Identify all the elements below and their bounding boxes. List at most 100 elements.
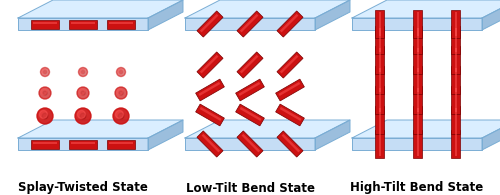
Polygon shape <box>31 139 59 149</box>
Polygon shape <box>242 134 260 152</box>
Circle shape <box>78 110 86 118</box>
Polygon shape <box>276 104 304 126</box>
Polygon shape <box>450 46 460 74</box>
Polygon shape <box>455 12 458 36</box>
Polygon shape <box>238 82 260 96</box>
Circle shape <box>77 87 89 99</box>
Polygon shape <box>450 86 460 114</box>
Circle shape <box>80 69 84 73</box>
Polygon shape <box>18 138 148 150</box>
Polygon shape <box>200 14 218 32</box>
Polygon shape <box>450 106 460 134</box>
Polygon shape <box>202 134 220 152</box>
Circle shape <box>44 70 46 74</box>
Polygon shape <box>277 11 303 37</box>
Polygon shape <box>148 120 183 150</box>
Circle shape <box>41 89 47 95</box>
Circle shape <box>78 67 88 76</box>
Circle shape <box>39 87 51 99</box>
Polygon shape <box>417 108 420 132</box>
Polygon shape <box>352 18 482 30</box>
Polygon shape <box>482 120 500 150</box>
Polygon shape <box>412 66 422 94</box>
Polygon shape <box>107 20 135 28</box>
Polygon shape <box>200 107 222 121</box>
Polygon shape <box>31 20 59 28</box>
Polygon shape <box>237 52 263 78</box>
Circle shape <box>117 89 123 95</box>
Polygon shape <box>379 28 382 52</box>
Polygon shape <box>109 142 133 144</box>
Circle shape <box>116 67 126 76</box>
Circle shape <box>42 69 46 73</box>
Polygon shape <box>455 132 458 156</box>
Polygon shape <box>197 11 223 37</box>
Polygon shape <box>69 139 97 149</box>
Polygon shape <box>282 134 300 152</box>
Polygon shape <box>276 79 304 101</box>
Polygon shape <box>455 48 458 72</box>
Polygon shape <box>71 21 95 24</box>
Polygon shape <box>315 120 350 150</box>
Polygon shape <box>352 0 500 18</box>
Polygon shape <box>18 18 148 30</box>
Circle shape <box>113 108 129 124</box>
Polygon shape <box>417 28 420 52</box>
Polygon shape <box>237 11 263 37</box>
Polygon shape <box>455 88 458 112</box>
Polygon shape <box>197 131 223 157</box>
Polygon shape <box>412 86 422 114</box>
Polygon shape <box>417 48 420 72</box>
Polygon shape <box>240 14 258 32</box>
Polygon shape <box>374 130 384 158</box>
Polygon shape <box>18 0 183 18</box>
Polygon shape <box>412 10 422 38</box>
Polygon shape <box>352 138 482 150</box>
Polygon shape <box>197 52 223 78</box>
Polygon shape <box>236 104 264 126</box>
Polygon shape <box>33 142 57 144</box>
Polygon shape <box>196 79 224 101</box>
Polygon shape <box>240 55 258 73</box>
Polygon shape <box>417 88 420 112</box>
Polygon shape <box>352 120 500 138</box>
Polygon shape <box>185 120 350 138</box>
Circle shape <box>42 113 48 119</box>
Polygon shape <box>240 107 262 121</box>
Circle shape <box>81 91 85 95</box>
Text: High-Tilt Bend State: High-Tilt Bend State <box>350 182 484 194</box>
Polygon shape <box>374 46 384 74</box>
Polygon shape <box>374 10 384 38</box>
Text: Low-Tilt Bend State: Low-Tilt Bend State <box>186 182 314 194</box>
Circle shape <box>80 113 86 119</box>
Circle shape <box>116 110 124 118</box>
Circle shape <box>40 110 48 118</box>
Polygon shape <box>185 18 315 30</box>
Polygon shape <box>148 0 183 30</box>
Circle shape <box>82 70 84 74</box>
Polygon shape <box>280 107 301 121</box>
Polygon shape <box>18 120 183 138</box>
Polygon shape <box>315 0 350 30</box>
Circle shape <box>118 113 124 119</box>
Polygon shape <box>450 66 460 94</box>
Circle shape <box>120 70 122 74</box>
Circle shape <box>40 67 50 76</box>
Polygon shape <box>379 108 382 132</box>
Polygon shape <box>417 12 420 36</box>
Polygon shape <box>280 55 298 73</box>
Polygon shape <box>417 132 420 156</box>
Polygon shape <box>455 108 458 132</box>
Polygon shape <box>277 52 303 78</box>
Polygon shape <box>379 68 382 92</box>
Polygon shape <box>450 10 460 38</box>
Polygon shape <box>200 55 218 73</box>
Circle shape <box>115 87 127 99</box>
Polygon shape <box>237 131 263 157</box>
Polygon shape <box>374 106 384 134</box>
Polygon shape <box>71 142 95 144</box>
Polygon shape <box>379 88 382 112</box>
Polygon shape <box>33 21 57 24</box>
Circle shape <box>43 91 47 95</box>
Polygon shape <box>198 82 220 96</box>
